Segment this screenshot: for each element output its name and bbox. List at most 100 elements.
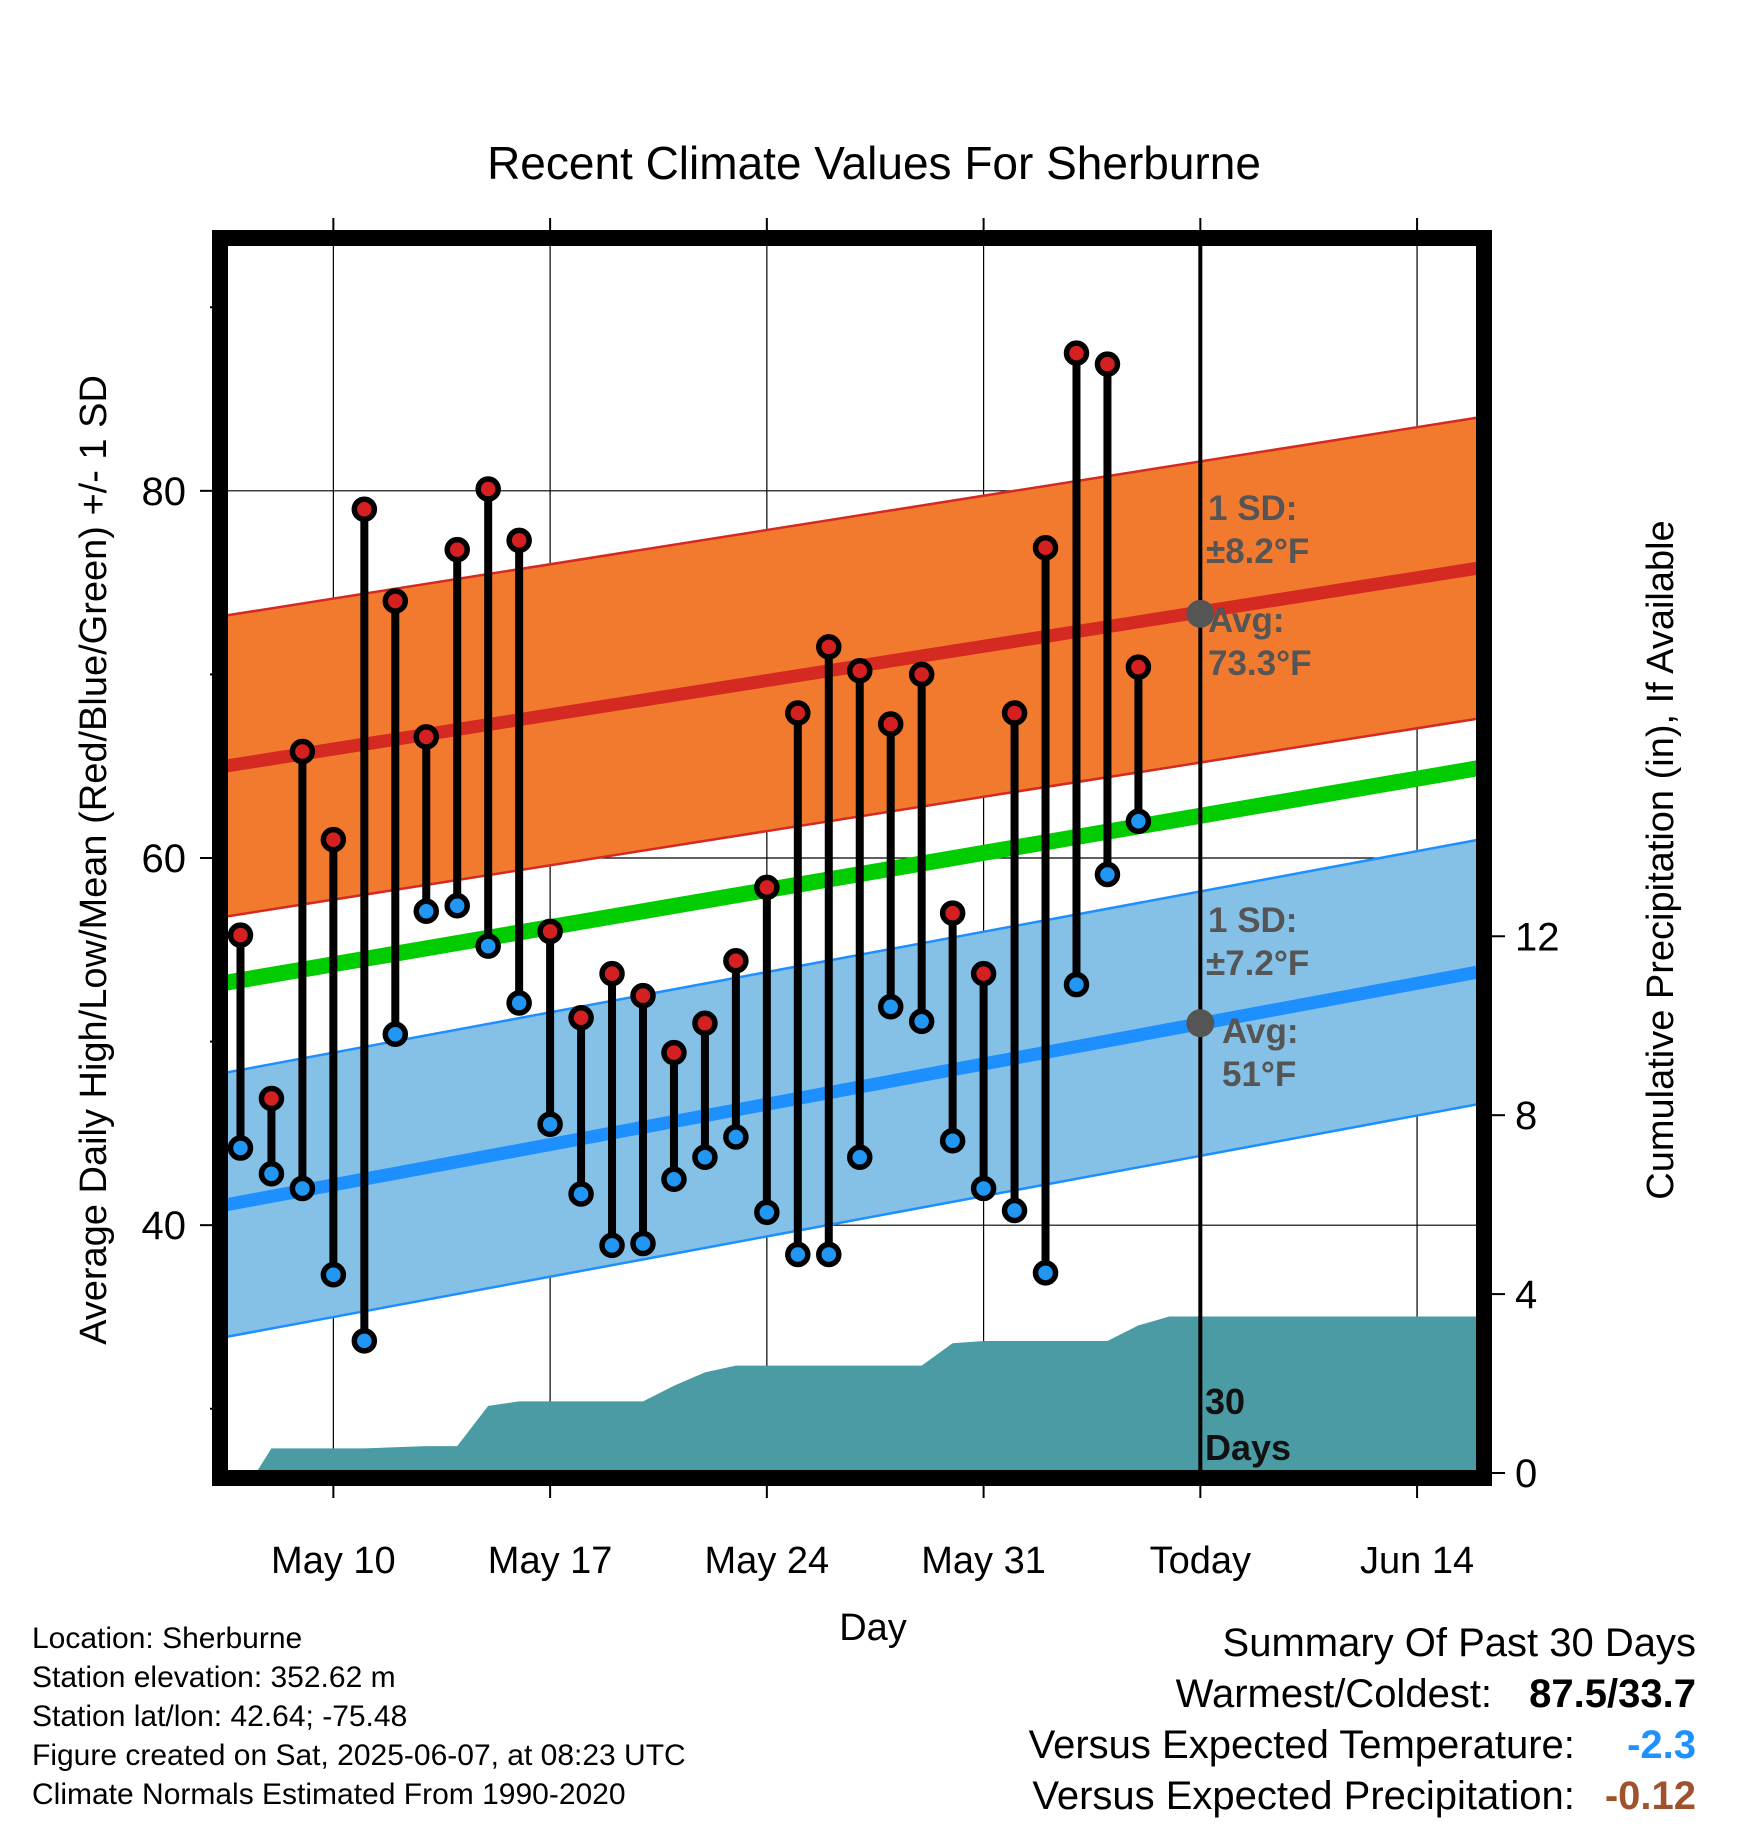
daily-low-point	[661, 1166, 687, 1193]
daily-low-point	[1125, 808, 1152, 835]
daily-high-point	[630, 982, 656, 1009]
daily-high-point	[444, 536, 470, 563]
today-days-label: Days	[1205, 1427, 1291, 1468]
low-sd-label: 1 SD:	[1208, 901, 1297, 940]
normal-high-band-lower-edge	[224, 717, 1480, 918]
daily-high-point	[258, 1085, 285, 1112]
daily-low-point	[289, 1175, 316, 1202]
daily-low-point	[320, 1261, 347, 1288]
daily-high-point	[599, 960, 625, 987]
y2-tick-label: 8	[1515, 1094, 1537, 1138]
daily-high-point	[1001, 700, 1028, 726]
info-elevation: Station elevation: 352.62 m	[32, 1661, 396, 1694]
low-sd-value: ±7.2°F	[1206, 944, 1309, 983]
daily-low-point	[1094, 861, 1121, 888]
daily-low-point	[444, 892, 470, 919]
plot-frame	[212, 230, 1492, 1486]
today-low-avg-dot	[1186, 1009, 1215, 1038]
high-avg-value: 73.3°F	[1208, 644, 1312, 683]
y-tick-label: 80	[142, 470, 187, 514]
daily-high-point	[723, 948, 749, 974]
x-tick-label: May 24	[705, 1540, 830, 1582]
annotations: 1 SD: ±8.2°F Avg: 73.3°F 1 SD: ±7.2°F Avg: 51°F…	[1205, 489, 1312, 1468]
daily-low-point	[1063, 971, 1090, 998]
chart-title: Recent Climate Values For Sherburne	[487, 137, 1261, 189]
y2-tick-label: 12	[1515, 915, 1560, 959]
daily-high-point	[413, 724, 440, 750]
x-axis-label: Day	[839, 1607, 907, 1649]
summary-heading: Summary Of Past 30 Days	[1222, 1621, 1696, 1665]
today-days-count: 30	[1205, 1381, 1245, 1422]
daily-low-point	[382, 1021, 409, 1047]
today-marker	[1186, 243, 1215, 1473]
x-tick-label: May 31	[921, 1540, 1046, 1582]
daily-high-point	[970, 960, 997, 987]
normal-low-line	[223, 965, 1481, 1212]
summary-warmest-label: Warmest/Coldest:	[1175, 1672, 1493, 1716]
daily-low-point	[908, 1008, 935, 1035]
daily-low-point	[877, 993, 904, 1020]
daily-high-point	[908, 661, 935, 688]
summary-temp-label: Versus Expected Temperature:	[1028, 1723, 1575, 1767]
daily-low-point	[846, 1144, 873, 1170]
summary-warmest-value: 87.5/33.7	[1529, 1672, 1696, 1716]
precipitation-area	[225, 1316, 1479, 1473]
daily-high-point	[537, 918, 563, 945]
info-created: Figure created on Sat, 2025-06-07, at 08…	[32, 1739, 686, 1772]
plot-frame-border	[212, 230, 1492, 1486]
high-avg-label: Avg:	[1208, 601, 1284, 640]
daily-high-point	[939, 900, 966, 926]
x-tick-label: Jun 14	[1360, 1540, 1474, 1582]
x-tick-label: May 10	[271, 1540, 396, 1582]
x-tick-label: May 17	[488, 1540, 613, 1582]
daily-high-point	[692, 1010, 718, 1036]
info-latlon: Station lat/lon: 42.64; -75.48	[32, 1700, 408, 1733]
daily-high-point	[227, 922, 254, 948]
normal-high-band-upper-edge	[224, 416, 1480, 617]
daily-low-point	[537, 1111, 563, 1137]
daily-high-point	[320, 826, 347, 853]
daily-high-point	[816, 634, 842, 660]
high-sd-label: 1 SD:	[1208, 489, 1297, 528]
daily-high-point	[382, 588, 409, 614]
normal-low-band-upper-edge	[224, 838, 1480, 1075]
daily-high-point	[289, 738, 316, 765]
daily-high-point	[506, 527, 532, 554]
info-normals: Climate Normals Estimated From 1990-2020	[32, 1778, 626, 1811]
x-tick-label: Today	[1150, 1540, 1251, 1582]
daily-high-point	[1094, 351, 1121, 377]
daily-low-point	[413, 898, 440, 924]
daily-high-point	[1063, 340, 1090, 366]
daily-high-point	[785, 700, 811, 726]
daily-low-point	[939, 1127, 966, 1154]
daily-high-point	[877, 711, 904, 737]
summary-panel: Summary Of Past 30 Days Warmest/Coldest:…	[1029, 1618, 1696, 1822]
low-avg-value: 51°F	[1222, 1055, 1296, 1094]
daily-high-point	[1125, 654, 1152, 680]
daily-low-point	[970, 1175, 997, 1202]
summary-warmest-row: Warmest/Coldest: 87.5/33.7	[1029, 1669, 1696, 1720]
daily-low-point	[1032, 1260, 1059, 1286]
summary-precip-label: Versus Expected Precipitation:	[1032, 1774, 1575, 1818]
daily-low-point	[816, 1241, 842, 1268]
summary-precip-row: Versus Expected Precipitation: -0.12	[1029, 1771, 1696, 1822]
daily-low-point	[599, 1232, 625, 1259]
daily-low-point	[723, 1124, 749, 1150]
y-tick-label: 60	[142, 837, 187, 881]
high-sd-value: ±8.2°F	[1206, 532, 1309, 571]
normal-mean-line	[223, 760, 1481, 991]
info-location: Location: Sherburne	[32, 1622, 303, 1655]
daily-low-point	[630, 1230, 656, 1257]
axes: May 10 May 17 May 24 May 31 Today Jun 1440608…	[73, 218, 1682, 1649]
daily-low-point	[475, 933, 501, 959]
daily-high-point	[351, 496, 378, 522]
y-axis-label: Average Daily High/Low/Mean (Red/Blue/Gr…	[73, 375, 115, 1345]
y2-axis-label: Cumulative Precipitation (in), If Availa…	[1640, 520, 1682, 1199]
daily-high-point	[475, 476, 501, 502]
precipitation-area-fill	[225, 1316, 1479, 1473]
today-high-avg-dot	[1186, 599, 1215, 628]
daily-high-point	[661, 1039, 687, 1066]
daily-low-point	[568, 1181, 594, 1207]
y2-tick-label: 0	[1515, 1452, 1537, 1496]
